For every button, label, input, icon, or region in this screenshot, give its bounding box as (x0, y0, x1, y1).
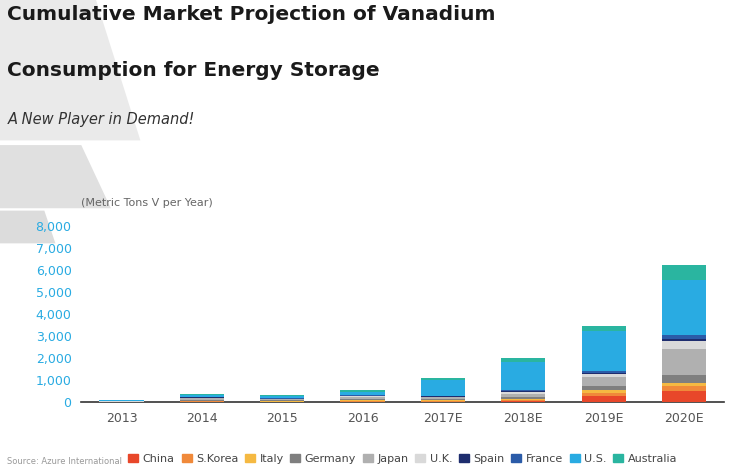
Bar (341, 399, 385, 401)
Bar (341, 395, 385, 396)
Bar (582, 386, 626, 390)
Bar (662, 386, 706, 391)
Bar (582, 373, 626, 374)
Bar (582, 327, 626, 331)
Polygon shape (0, 0, 140, 140)
Bar (501, 392, 545, 394)
Bar (582, 396, 626, 402)
Bar (420, 380, 465, 395)
Bar (341, 392, 385, 395)
Polygon shape (0, 145, 111, 208)
Bar (662, 349, 706, 375)
Bar (582, 393, 626, 396)
Bar (501, 400, 545, 402)
Bar (420, 401, 465, 402)
Bar (260, 395, 304, 396)
Bar (420, 397, 465, 399)
Bar (501, 358, 545, 361)
Bar (501, 394, 545, 397)
Bar (662, 335, 706, 339)
Bar (180, 400, 224, 401)
Text: Source: Azure International: Source: Azure International (7, 457, 123, 466)
Bar (662, 339, 706, 341)
Bar (180, 394, 224, 395)
Bar (662, 265, 706, 280)
Bar (501, 397, 545, 399)
Bar (420, 395, 465, 396)
Bar (180, 395, 224, 397)
Bar (582, 390, 626, 393)
Bar (662, 375, 706, 383)
Legend: China, S.Korea, Italy, Germany, Japan, U.K., Spain, France, U.S., Australia: China, S.Korea, Italy, Germany, Japan, U… (124, 449, 681, 468)
Bar (180, 398, 224, 400)
Bar (501, 390, 545, 391)
Bar (420, 378, 465, 380)
Bar (341, 396, 385, 397)
Bar (420, 399, 465, 401)
Bar (180, 401, 224, 402)
Text: A New Player in Demand!: A New Player in Demand! (7, 112, 195, 127)
Bar (501, 391, 545, 392)
Bar (582, 371, 626, 373)
Bar (260, 396, 304, 398)
Bar (662, 280, 706, 335)
Polygon shape (0, 211, 55, 243)
Bar (341, 401, 385, 402)
Text: Cumulative Market Projection of Vanadium: Cumulative Market Projection of Vanadium (7, 5, 496, 24)
Bar (662, 383, 706, 386)
Bar (260, 399, 304, 400)
Bar (260, 401, 304, 402)
Text: Consumption for Energy Storage: Consumption for Energy Storage (7, 61, 380, 80)
Bar (260, 400, 304, 401)
Bar (341, 397, 385, 399)
Bar (582, 374, 626, 377)
Bar (99, 400, 143, 401)
Bar (582, 331, 626, 371)
Bar (662, 391, 706, 402)
Bar (501, 361, 545, 390)
Bar (582, 377, 626, 386)
Text: (Metric Tons V per Year): (Metric Tons V per Year) (81, 198, 213, 208)
Bar (420, 396, 465, 397)
Bar (341, 390, 385, 392)
Bar (662, 341, 706, 349)
Bar (501, 399, 545, 400)
